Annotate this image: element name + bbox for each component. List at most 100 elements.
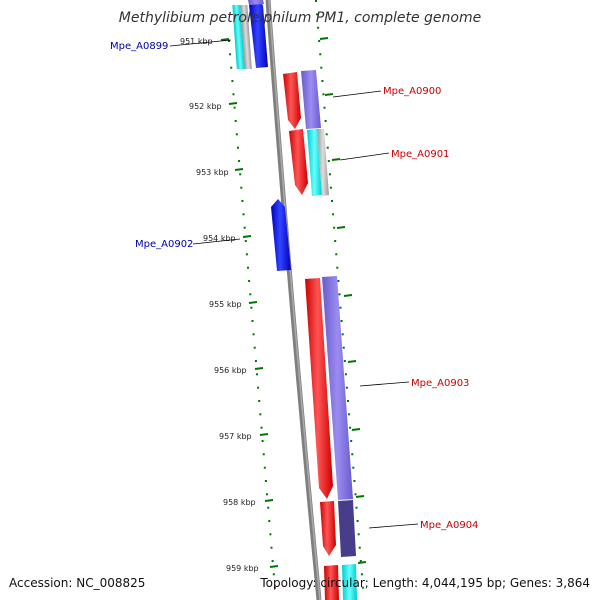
tick-dot (258, 400, 261, 402)
accession-text: Accession: NC_008825 (9, 576, 146, 590)
tick-dot (359, 560, 362, 562)
tick-dot (229, 53, 232, 56)
gene-label-mpe-a0899[interactable]: Mpe_A0899 (110, 41, 168, 52)
tick-dot (252, 333, 255, 336)
tick-dot (318, 40, 321, 42)
tick-dot (324, 120, 327, 122)
tick-dot (245, 253, 248, 256)
tick-dot (321, 80, 324, 82)
cog-track-purple (301, 70, 321, 129)
tick-dot (244, 240, 247, 242)
cog-track-gray (240, 5, 252, 69)
tick-dot (235, 133, 238, 136)
tick-dot (271, 560, 274, 562)
cds-mpe-a0903[interactable] (305, 278, 333, 499)
tick-dot (257, 386, 260, 389)
outer-tick-ring (315, 0, 364, 589)
outer-ticks (319, 37, 367, 564)
tick-dot (336, 266, 339, 269)
tick-mark (254, 367, 264, 370)
tick-mark (220, 38, 230, 41)
gene-label-mpe-a0903[interactable]: Mpe_A0903 (411, 378, 469, 389)
cog-track-cyan (342, 564, 357, 600)
tick-dot (237, 146, 239, 149)
tick-dot (331, 200, 333, 202)
genome-backbone (265, 0, 322, 600)
leader-line (169, 39, 232, 47)
tick-dot (342, 346, 345, 349)
tick-dot (316, 13, 319, 16)
tick-dot (357, 533, 360, 536)
tick-dot (268, 520, 271, 522)
cds-partial-bottom[interactable] (324, 565, 339, 600)
tick-label: 952 kbp (189, 102, 222, 111)
cds-mpe-a0900[interactable] (283, 72, 301, 129)
tick-dot (233, 106, 236, 109)
tick-mark (259, 433, 269, 436)
tick-dot (335, 253, 338, 256)
tick-dot (249, 293, 252, 296)
tick-label: 959 kbp (226, 564, 259, 573)
tick-dot (345, 386, 348, 389)
tick-dot (273, 586, 276, 589)
tick-dot (338, 293, 341, 296)
tick-label: 955 kbp (209, 300, 242, 309)
tick-mark (242, 235, 252, 238)
cds-mpe-a0902[interactable] (271, 199, 291, 271)
leader-line (339, 152, 390, 161)
leader-line (332, 90, 382, 98)
inner-tick-ring (228, 40, 276, 589)
tick-mark (228, 102, 238, 105)
map-title: Methylibium petroleiphilum PM1, complete… (118, 10, 482, 26)
tick-mark (264, 499, 274, 502)
tick-dot (332, 213, 335, 216)
tick-dot (327, 160, 330, 162)
tick-dot (260, 426, 263, 429)
tick-dot (238, 160, 241, 162)
tick-dot (322, 93, 325, 96)
tick-dot (339, 306, 342, 309)
gene-label-mpe-a0904[interactable]: Mpe_A0904 (420, 520, 478, 531)
tick-dot (353, 480, 356, 482)
tick-dot (354, 493, 357, 496)
leader-line (359, 381, 410, 387)
cog-track-dark (338, 500, 356, 557)
genome-backbone-highlight (268, 0, 321, 600)
gene-label-mpe-a0902[interactable]: Mpe_A0902 (135, 239, 193, 250)
tick-dot (341, 333, 344, 336)
cds-mpe-a0901[interactable] (289, 129, 308, 195)
tick-dot (272, 573, 275, 576)
kbp-axis: 951 kbp 952 kbp 953 kbp 954 kbp 955 kbp … (180, 37, 279, 573)
gene-label-mpe-a0901[interactable]: Mpe_A0901 (391, 149, 449, 160)
tick-dot (325, 133, 328, 136)
tick-dot (344, 373, 347, 376)
tick-dot (266, 493, 268, 496)
tick-dot (259, 413, 262, 416)
cds-mpe-a0904[interactable] (320, 501, 336, 556)
tick-dot (323, 106, 326, 109)
tick-dot (333, 226, 336, 229)
tick-dot (250, 306, 253, 309)
tick-dot (352, 466, 355, 469)
tick-dot (239, 173, 242, 176)
tick-dot (234, 120, 237, 122)
tick-dot (356, 520, 359, 522)
tick-dot (348, 413, 351, 416)
tick-dot (230, 66, 233, 69)
cog-track-gray (317, 129, 329, 196)
gene-label-mpe-a0900[interactable]: Mpe_A0900 (383, 86, 441, 97)
topology-text: Topology: circular; Length: 4,044,195 bp… (260, 576, 590, 590)
tick-dot (351, 453, 354, 456)
tick-dot (270, 546, 273, 549)
tick-dot (264, 480, 267, 482)
tick-dot (262, 453, 265, 456)
tick-dot (337, 280, 340, 282)
tick-dot (349, 426, 352, 429)
tick-dot (355, 506, 358, 509)
cds-mpe-a0899[interactable] (249, 0, 268, 68)
tick-dot (320, 66, 323, 69)
tick-dot (248, 280, 251, 282)
leader-line (368, 523, 419, 529)
tick-dot (358, 546, 361, 549)
